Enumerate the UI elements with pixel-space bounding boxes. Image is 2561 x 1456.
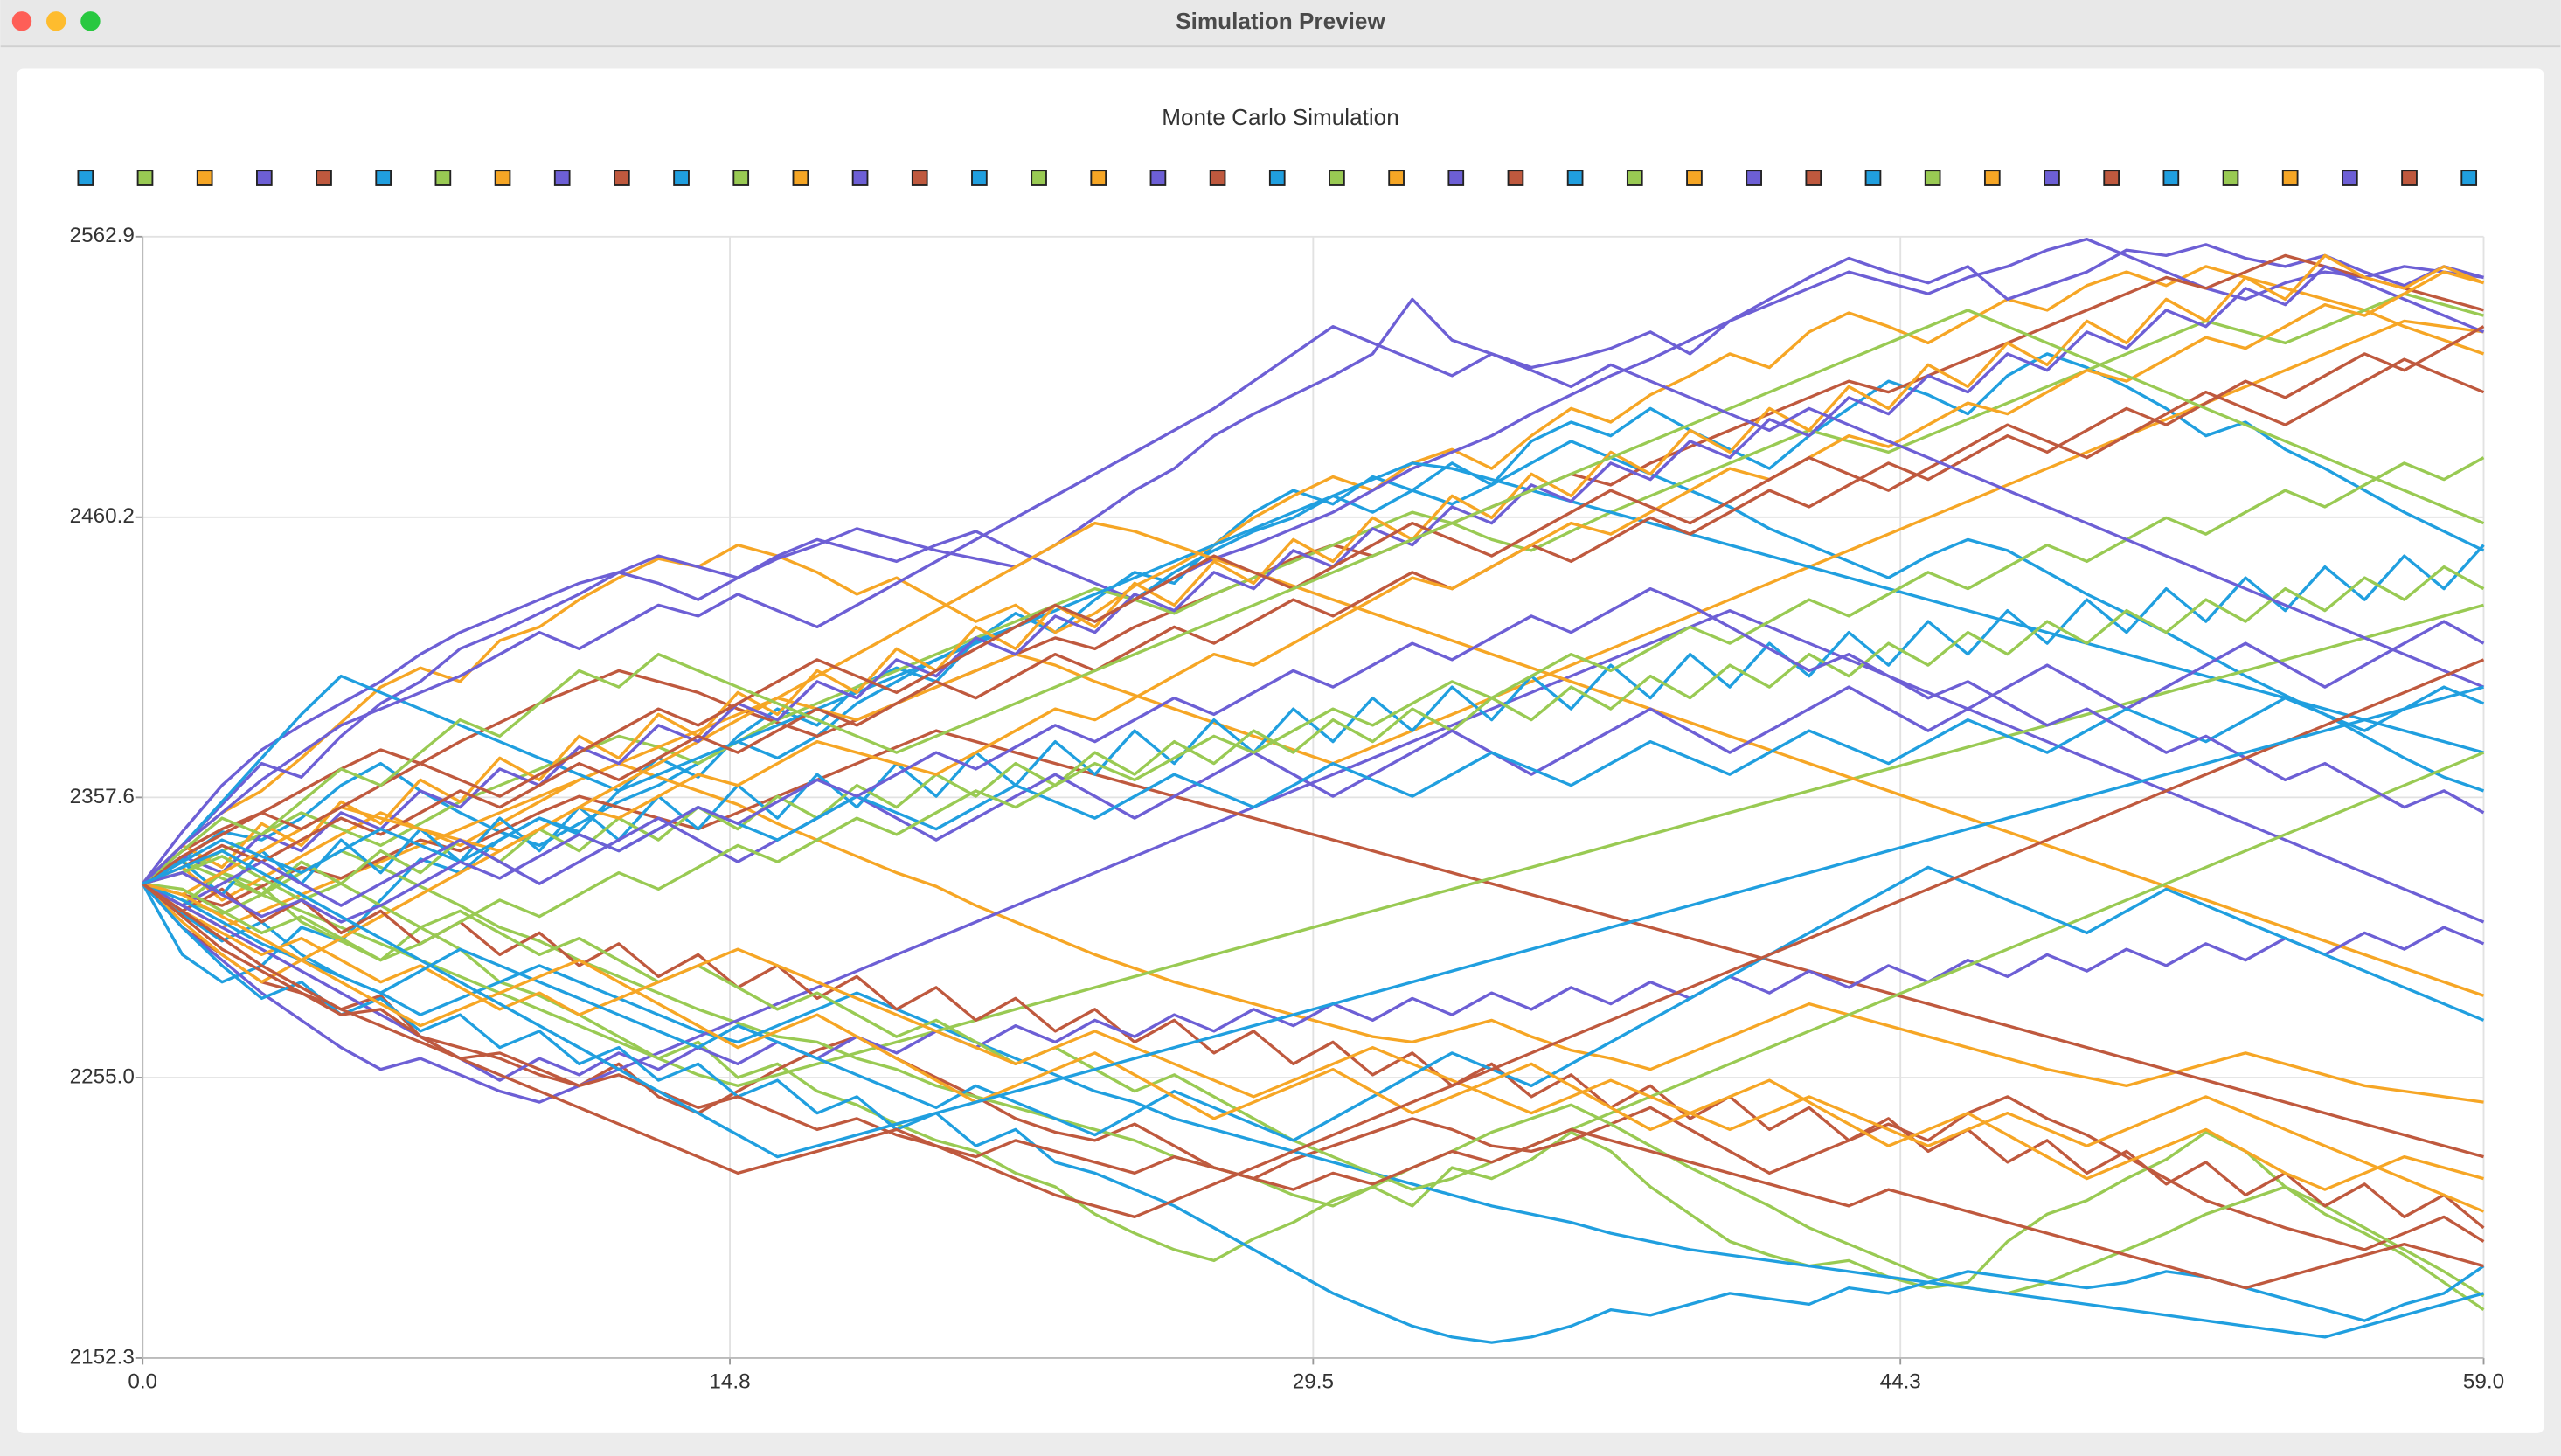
series-line — [142, 292, 2484, 885]
window-title: Simulation Preview — [1176, 8, 1385, 34]
x-tick-label: 0.0 — [128, 1369, 157, 1393]
series-line — [142, 882, 2484, 1290]
series-line — [142, 253, 2485, 885]
legend-marker — [553, 170, 571, 186]
series-line — [142, 761, 2484, 1104]
legend-marker — [256, 170, 273, 186]
series-line — [142, 658, 2485, 1219]
series-line — [142, 319, 2484, 929]
legend-marker — [732, 170, 750, 186]
legend-marker — [1329, 170, 1345, 186]
series-line — [142, 544, 2485, 897]
legend-marker — [1209, 170, 1226, 186]
x-tick-label: 29.5 — [1293, 1369, 1334, 1393]
legend-marker — [2281, 170, 2299, 186]
minimize-button[interactable] — [46, 11, 66, 31]
zoom-button[interactable] — [80, 11, 101, 31]
legend-marker — [971, 170, 988, 186]
series-line — [142, 882, 2485, 1230]
chart-panel — [17, 68, 2544, 1433]
legend-marker — [673, 170, 690, 186]
legend-marker — [77, 170, 94, 186]
series-line — [141, 882, 2485, 1251]
series-line — [142, 309, 2485, 885]
series-line — [142, 685, 2484, 1159]
series-line — [142, 461, 2484, 885]
legend-marker — [1566, 170, 1584, 186]
legend-marker — [2222, 170, 2239, 186]
legend-marker — [1626, 170, 1643, 186]
y-tick-label: 2357.6 — [70, 785, 135, 808]
legend-marker — [375, 170, 392, 186]
plot-lines — [141, 237, 2485, 1344]
close-button[interactable] — [11, 11, 32, 31]
series-line — [142, 729, 2484, 1159]
chart-title: Monte Carlo Simulation — [1162, 104, 1399, 130]
series-line — [142, 882, 2485, 1213]
legend-marker — [1090, 170, 1107, 186]
legend-marker — [1388, 170, 1405, 186]
legend-marker — [2162, 170, 2180, 186]
title-bar — [0, 0, 2561, 46]
y-tick-label: 2255.0 — [70, 1064, 135, 1088]
legend-marker — [434, 170, 452, 186]
series-line — [142, 870, 2485, 1312]
legend-marker — [1149, 170, 1167, 186]
legend-marker — [1924, 170, 1941, 186]
series-line — [142, 849, 2485, 1298]
series-line — [142, 565, 2485, 907]
series-line — [142, 882, 2484, 1339]
legend-marker — [2044, 170, 2060, 186]
legend-marker — [196, 170, 213, 186]
series-line — [142, 620, 2485, 907]
series-line — [142, 440, 2485, 885]
grid: 2152.3 2255.0 2357.6 2460.2 2562.9 0.0 14.8 29.… — [70, 224, 2504, 1393]
series-line — [142, 751, 2485, 1191]
legend — [77, 170, 2478, 186]
series-line — [142, 456, 2485, 962]
series-line — [142, 357, 2485, 885]
series-line — [142, 265, 2485, 885]
legend-marker — [2103, 170, 2120, 186]
legend-marker — [911, 170, 928, 186]
legend-marker — [1686, 170, 1703, 186]
legend-marker — [1507, 170, 1524, 186]
series-line — [141, 608, 2485, 1104]
series-line — [142, 324, 2485, 885]
x-tick-label: 44.3 — [1880, 1369, 1921, 1393]
legend-marker — [614, 170, 630, 186]
legend-marker — [1864, 170, 1882, 186]
series-line — [142, 243, 2484, 885]
series-line — [142, 882, 2484, 1191]
legend-marker — [1983, 170, 2001, 186]
series-line — [141, 237, 2484, 885]
series-line — [142, 265, 2485, 885]
legend-marker — [316, 170, 332, 186]
legend-marker — [792, 170, 809, 186]
series-line — [141, 882, 2485, 1344]
legend-marker — [2460, 170, 2478, 186]
legend-marker — [1805, 170, 1822, 186]
series-line — [142, 270, 2484, 897]
series-line — [142, 882, 2485, 1082]
legend-marker — [494, 170, 511, 186]
series-line — [142, 685, 2485, 885]
y-tick-label: 2562.9 — [70, 224, 135, 247]
legend-marker — [1447, 170, 1465, 186]
legend-marker — [851, 170, 869, 186]
legend-marker — [136, 170, 154, 186]
series-line — [142, 325, 2485, 885]
legend-marker — [1031, 170, 1047, 186]
legend-marker — [1268, 170, 1286, 186]
x-tick-label: 59.0 — [2463, 1369, 2504, 1393]
x-tick-label: 14.8 — [709, 1369, 750, 1393]
legend-marker — [1746, 170, 1762, 186]
series-line — [142, 586, 2485, 924]
y-tick-label: 2460.2 — [70, 504, 135, 528]
legend-marker — [2401, 170, 2418, 186]
y-tick-label: 2152.3 — [70, 1345, 135, 1369]
legend-marker — [2342, 170, 2358, 186]
